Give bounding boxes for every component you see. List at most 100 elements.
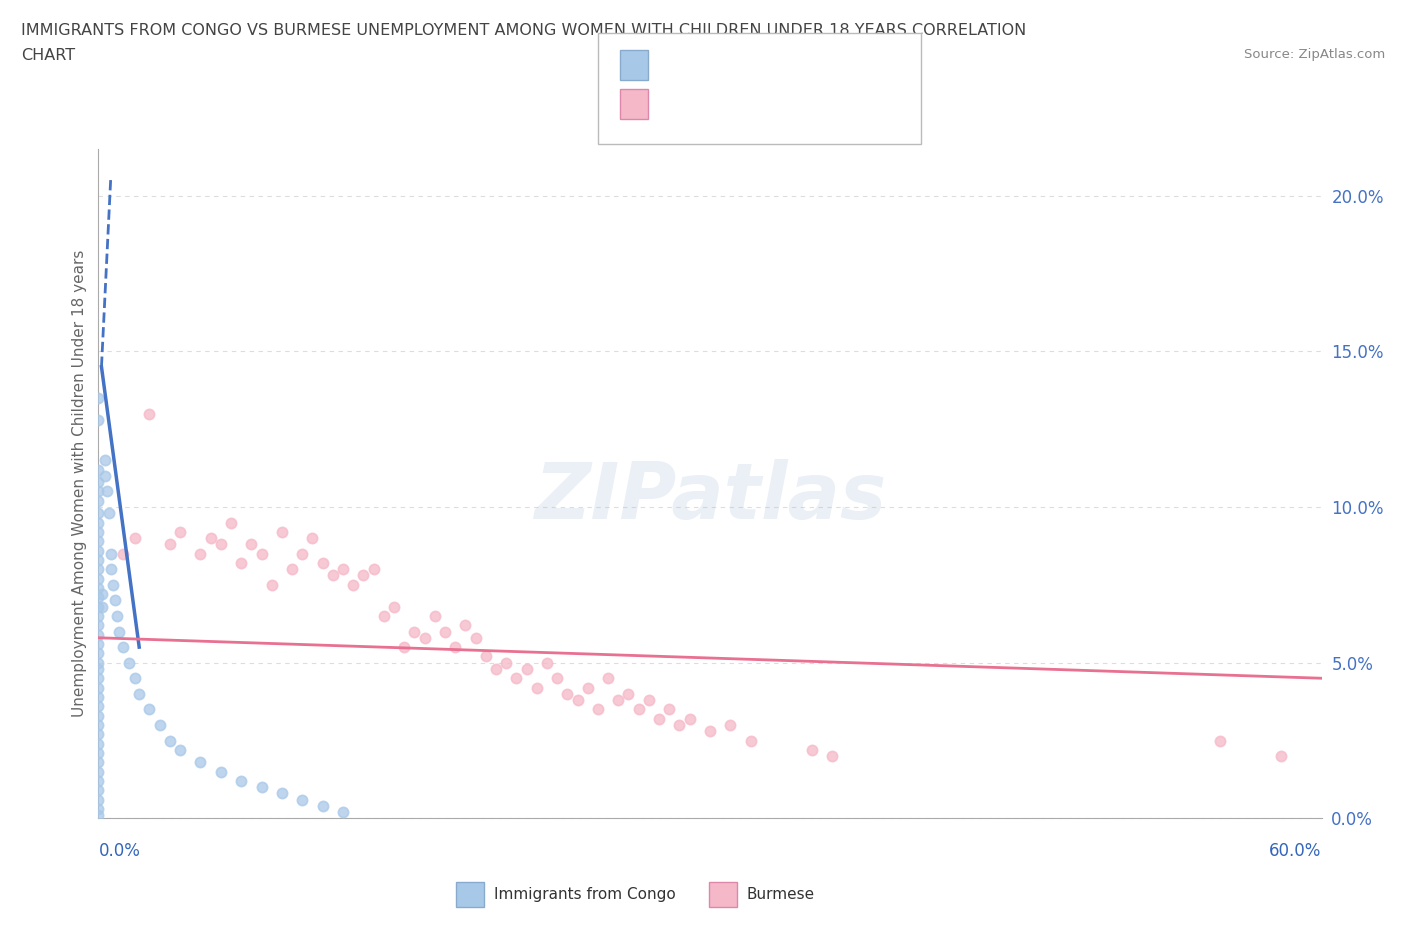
Point	[505, 671, 527, 685]
Point	[607, 693, 630, 708]
Point	[105, 608, 128, 623]
Point	[87, 792, 110, 807]
Point	[363, 562, 385, 577]
Point	[87, 506, 110, 521]
Point	[576, 680, 599, 695]
Text: CHART: CHART	[21, 48, 75, 63]
Point	[342, 578, 364, 592]
Point	[679, 711, 702, 726]
Point	[718, 718, 742, 733]
Point	[87, 698, 110, 713]
Point	[231, 555, 253, 570]
Point	[312, 555, 335, 570]
Point	[87, 543, 110, 558]
Text: ZIPatlas: ZIPatlas	[534, 459, 886, 535]
Point	[159, 537, 181, 551]
Point	[801, 742, 824, 757]
Point	[454, 618, 477, 632]
Text: 0.0%: 0.0%	[98, 842, 141, 859]
Point	[219, 515, 242, 530]
Point	[159, 733, 181, 748]
Point	[101, 578, 124, 592]
Point	[87, 525, 110, 539]
Point	[740, 733, 762, 748]
Point	[312, 799, 335, 814]
Point	[464, 631, 486, 645]
Point	[281, 562, 304, 577]
Point	[87, 484, 110, 498]
Point	[1208, 733, 1232, 748]
Point	[301, 531, 323, 546]
Point	[555, 686, 579, 701]
Point	[291, 546, 314, 561]
Point	[200, 531, 222, 546]
Point	[392, 640, 416, 655]
Point	[87, 493, 110, 508]
Text: R =  0.486   N = 70: R = 0.486 N = 70	[658, 56, 849, 74]
Point	[474, 649, 498, 664]
Point	[231, 774, 253, 789]
Point	[124, 531, 146, 546]
Point	[169, 742, 191, 757]
Point	[87, 590, 110, 604]
Text: Immigrants from Congo: Immigrants from Congo	[494, 887, 675, 902]
Point	[250, 780, 273, 795]
Point	[87, 515, 110, 530]
Point	[149, 718, 172, 733]
Point	[87, 755, 110, 770]
Point	[240, 537, 263, 551]
Point	[87, 680, 110, 695]
Point	[495, 656, 517, 671]
Point	[188, 755, 212, 770]
Point	[138, 702, 160, 717]
Point	[128, 686, 150, 701]
Point	[87, 618, 110, 632]
Point	[87, 746, 110, 761]
Point	[87, 580, 110, 595]
Point	[485, 661, 508, 676]
Point	[87, 636, 110, 651]
Point	[637, 693, 661, 708]
Point	[87, 462, 110, 477]
Point	[87, 534, 110, 549]
Point	[91, 587, 114, 602]
Point	[87, 474, 110, 489]
Point	[322, 568, 344, 583]
Text: Source: ZipAtlas.com: Source: ZipAtlas.com	[1244, 48, 1385, 61]
Point	[87, 627, 110, 642]
Point	[270, 525, 294, 539]
Point	[87, 802, 110, 817]
Point	[97, 506, 120, 521]
Point	[596, 671, 619, 685]
Point	[87, 599, 110, 614]
Point	[668, 718, 690, 733]
Text: Burmese: Burmese	[747, 887, 814, 902]
Point	[648, 711, 671, 726]
Point	[87, 737, 110, 751]
Point	[87, 412, 110, 427]
Point	[1270, 749, 1292, 764]
Point	[87, 727, 110, 742]
Point	[332, 562, 354, 577]
Point	[169, 525, 191, 539]
Point	[87, 774, 110, 789]
Point	[567, 693, 589, 708]
Point	[423, 608, 446, 623]
Point	[821, 749, 844, 764]
Point	[93, 453, 115, 468]
Text: IMMIGRANTS FROM CONGO VS BURMESE UNEMPLOYMENT AMONG WOMEN WITH CHILDREN UNDER 18: IMMIGRANTS FROM CONGO VS BURMESE UNEMPLO…	[21, 23, 1026, 38]
Point	[209, 764, 232, 779]
Point	[87, 571, 110, 586]
Point	[373, 608, 395, 623]
Point	[124, 671, 146, 685]
Point	[291, 792, 314, 807]
Text: R = -0.066   N = 62: R = -0.066 N = 62	[658, 95, 851, 113]
Point	[526, 680, 548, 695]
Point	[87, 656, 110, 671]
Point	[250, 546, 273, 561]
Point	[87, 661, 110, 676]
Point	[93, 469, 115, 484]
Point	[104, 593, 127, 608]
Point	[111, 640, 134, 655]
Point	[270, 786, 294, 801]
